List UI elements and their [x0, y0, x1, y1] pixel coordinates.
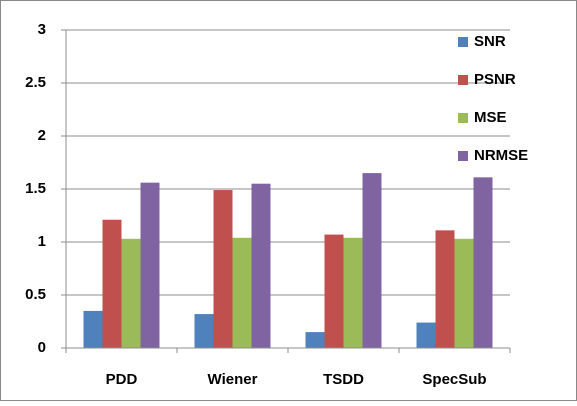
bar — [121, 238, 141, 348]
x-tick-label: Wiener — [208, 371, 258, 388]
y-tick-label: 0.5 — [25, 286, 46, 303]
legend-swatch — [458, 113, 468, 123]
legend-swatch — [458, 37, 468, 47]
x-tick-label: SpecSub — [422, 371, 486, 388]
bar — [435, 230, 455, 348]
bar — [232, 237, 252, 348]
y-tick-label: 0 — [38, 339, 46, 356]
bar — [305, 332, 325, 348]
bar — [140, 182, 160, 348]
bar — [473, 177, 493, 348]
bar — [416, 322, 436, 348]
bar — [324, 234, 344, 348]
y-tick-label: 1.5 — [25, 180, 46, 197]
bar — [213, 190, 233, 348]
bar — [362, 173, 382, 348]
bar — [83, 310, 103, 348]
legend-label: NRMSE — [474, 147, 528, 164]
y-tick-label: 3 — [38, 21, 46, 38]
y-tick-label: 2.5 — [25, 74, 46, 91]
bar — [343, 237, 363, 348]
legend-label: MSE — [474, 109, 507, 126]
legend-label: PSNR — [474, 71, 516, 88]
bar — [194, 314, 214, 348]
x-tick-label: TSDD — [323, 371, 364, 388]
legend-swatch — [458, 151, 468, 161]
x-tick-label: PDD — [106, 371, 138, 388]
legend-swatch — [458, 75, 468, 85]
bar — [102, 219, 122, 348]
y-tick-label: 2 — [38, 127, 46, 144]
bar — [251, 183, 271, 348]
bar — [454, 238, 474, 348]
legend-label: SNR — [474, 33, 506, 50]
y-tick-label: 1 — [38, 233, 46, 250]
